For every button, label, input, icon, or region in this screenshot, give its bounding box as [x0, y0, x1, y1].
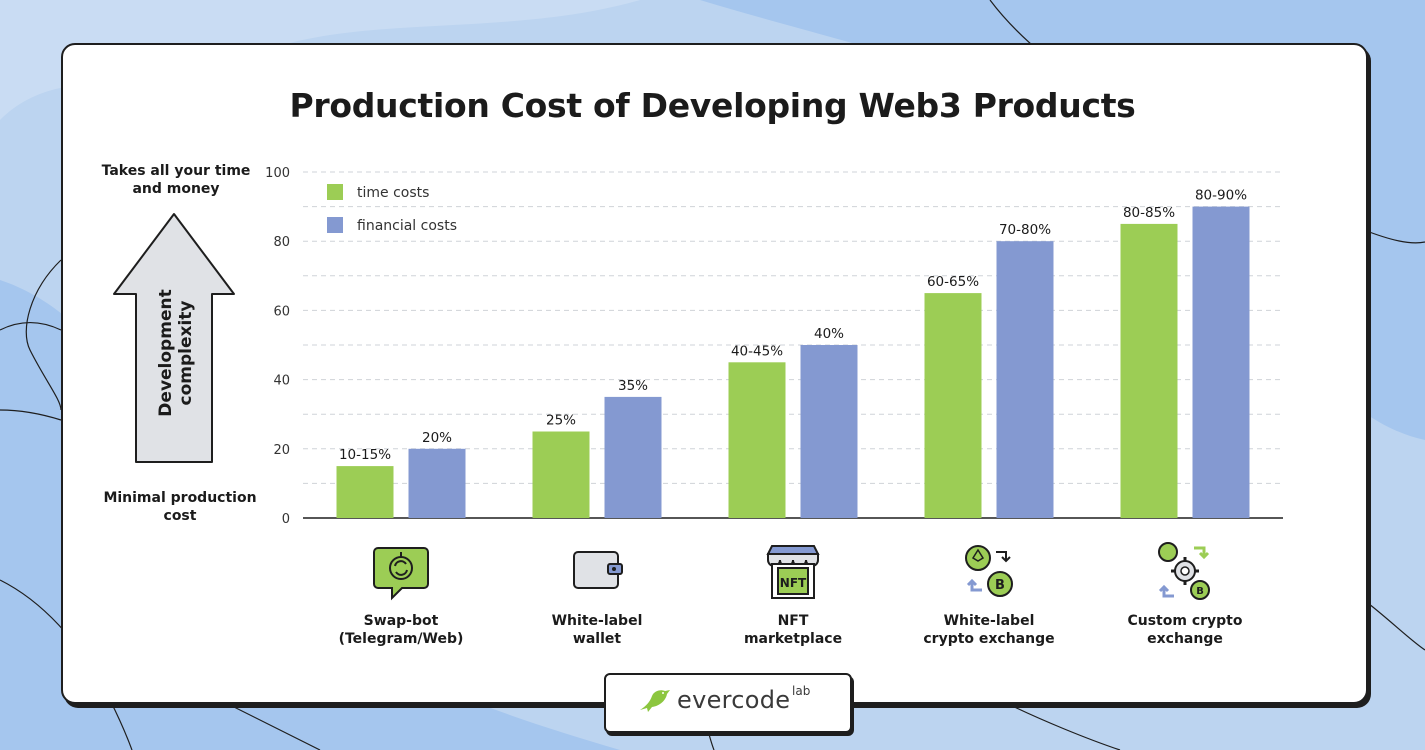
product-label-line2: marketplace: [743, 631, 843, 647]
bar-value-label: 80-85%: [1123, 205, 1175, 221]
bar-value-label: 70-80%: [999, 222, 1051, 238]
bar-value-label: 60-65%: [927, 274, 979, 290]
y-tick-label: 40: [273, 374, 290, 389]
logo-superscript: lab: [792, 684, 811, 698]
y-tick-label: 20: [273, 443, 290, 458]
bar-value-label: 40%: [814, 326, 844, 342]
bar-value-label: 25%: [546, 413, 576, 429]
product-label-line1: White-label: [551, 613, 643, 629]
bar-financial: [408, 448, 466, 518]
complexity-arrow-icon: [113, 213, 235, 463]
y-tick-label: 0: [282, 512, 290, 527]
chart-title: Production Cost of Developing Web3 Produ…: [289, 86, 1136, 125]
nft-store-icon: NFT: [762, 540, 824, 606]
legend-swatch: [327, 184, 343, 200]
product-label-line2: wallet: [572, 631, 622, 647]
bar-financial: [996, 241, 1054, 518]
bar-financial: [604, 396, 662, 518]
product-label-line1: Swap-bot: [363, 613, 439, 629]
legend-label: financial costs: [357, 218, 457, 234]
crypto-gear-icon: B: [1154, 540, 1216, 606]
logo-badge: [604, 673, 852, 733]
crypto-swap-icon: B: [958, 540, 1020, 606]
bottom-axis-label: Minimal production cost: [103, 490, 257, 524]
bar-financial: [1192, 206, 1250, 518]
product-label-line1: NFT: [777, 613, 809, 629]
bar-value-label: 20%: [422, 430, 452, 446]
bar-value-label: 80-90%: [1195, 188, 1247, 204]
y-tick-label: 100: [265, 166, 290, 181]
svg-text:B: B: [1196, 586, 1204, 597]
product-label: NFT marketplace: [703, 612, 883, 648]
legend-swatch: [327, 217, 343, 233]
bird-logo-icon: [640, 690, 670, 712]
chat-bot-icon: [370, 540, 432, 606]
product-label: White-label wallet: [507, 612, 687, 648]
bar-time: [532, 431, 590, 518]
product-label: Swap-bot (Telegram/Web): [311, 612, 491, 648]
product-label-line2: exchange: [1147, 631, 1223, 647]
bar-time: [728, 362, 786, 518]
bar-time: [924, 293, 982, 518]
bar-financial: [800, 345, 858, 518]
svg-text:NFT: NFT: [780, 576, 807, 590]
svg-text:B: B: [995, 578, 1005, 593]
top-axis-label: Takes all your time and money: [101, 163, 251, 197]
y-tick-label: 80: [273, 235, 290, 250]
legend-label: time costs: [357, 185, 429, 201]
product-label-line2: (Telegram/Web): [338, 631, 464, 647]
bar-value-label: 40-45%: [731, 343, 783, 359]
product-label: Custom crypto exchange: [1095, 612, 1275, 648]
y-tick-label: 60: [273, 304, 290, 319]
wallet-icon: [566, 540, 628, 606]
product-label-line2: crypto exchange: [923, 631, 1055, 647]
bar-time: [336, 466, 394, 518]
bar-time: [1120, 223, 1178, 518]
logo-wordmark: evercode: [677, 686, 791, 714]
bar-value-label: 10-15%: [339, 447, 391, 463]
product-label-line1: White-label: [943, 613, 1035, 629]
product-label: White-label crypto exchange: [899, 612, 1079, 648]
bar-value-label: 35%: [618, 378, 648, 394]
product-label-line1: Custom crypto: [1127, 613, 1243, 629]
